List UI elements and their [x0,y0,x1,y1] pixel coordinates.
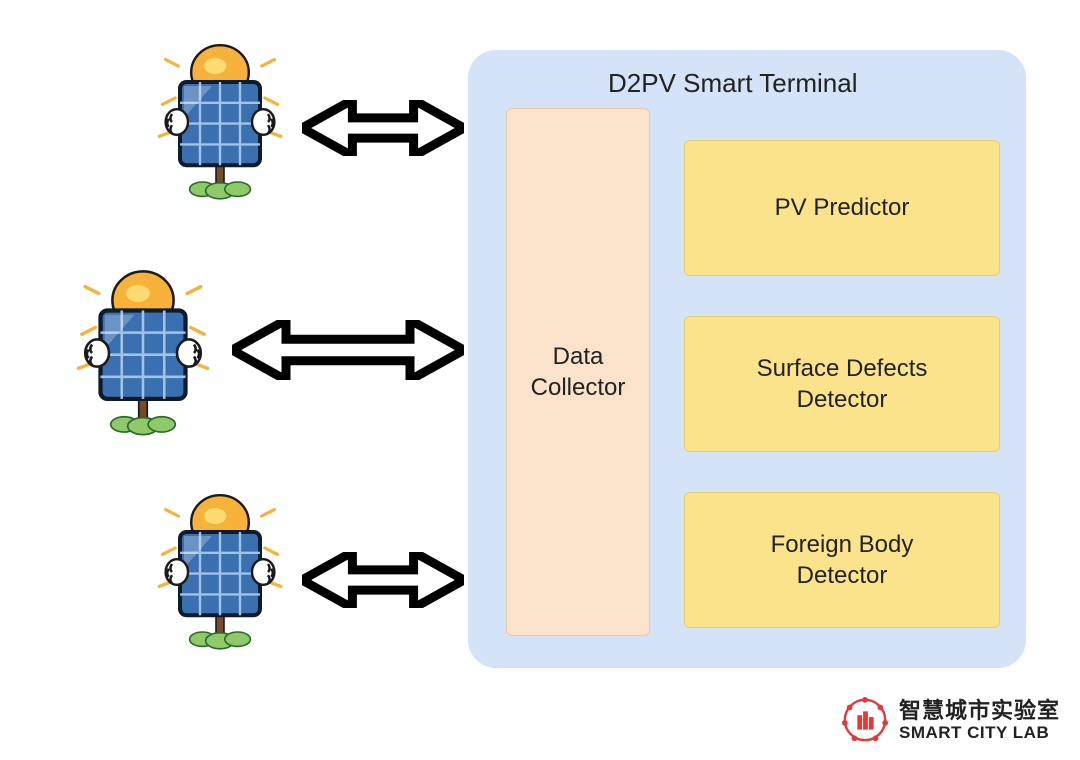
watermark: 智慧城市实验室 SMART CITY LAB [841,696,1060,744]
solar-panel-icon [140,42,300,202]
bidirectional-arrow [232,320,464,380]
diagram-canvas: D2PV Smart Terminal Data Collector PV Pr… [0,0,1080,760]
module-pv-predictor: PV Predictor [684,140,1000,276]
solar-panel-icon [140,492,300,652]
bidirectional-arrow [302,100,464,156]
watermark-en: SMART CITY LAB [899,723,1060,743]
bidirectional-arrow [302,552,464,608]
module-label: Surface Defects Detector [757,353,928,415]
module-label: Foreign Body Detector [771,529,914,591]
data-collector-label: Data Collector [531,341,626,403]
module-foreign-body: Foreign Body Detector [684,492,1000,628]
solar-panel-icon [58,268,228,438]
watermark-cn: 智慧城市实验室 [899,698,1060,723]
module-surface-defects: Surface Defects Detector [684,316,1000,452]
terminal-title: D2PV Smart Terminal [608,68,858,99]
watermark-logo-icon [841,696,889,744]
data-collector-box: Data Collector [506,108,650,636]
module-label: PV Predictor [775,192,910,223]
watermark-text: 智慧城市实验室 SMART CITY LAB [899,698,1060,743]
